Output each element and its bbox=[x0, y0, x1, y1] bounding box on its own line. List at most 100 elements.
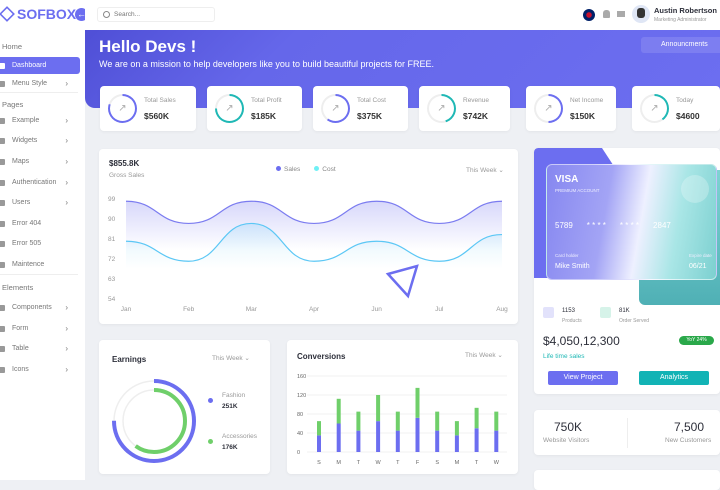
announcements-button[interactable]: Announcments bbox=[641, 37, 720, 53]
fashion-value: 251K bbox=[222, 403, 238, 410]
x-tick-label: Jun bbox=[371, 306, 382, 313]
x-tick-label: Mar bbox=[246, 306, 258, 313]
view-project-button[interactable]: View Project bbox=[548, 371, 618, 385]
y-tick-label: 81 bbox=[108, 236, 116, 243]
legend-sales[interactable]: Sales bbox=[276, 166, 300, 173]
chevron-right-icon: › bbox=[65, 324, 68, 333]
stat-label: Today bbox=[676, 97, 694, 104]
sidebar-item-components[interactable]: Components › bbox=[0, 299, 80, 316]
bar-segment[interactable] bbox=[356, 430, 361, 452]
visa-card[interactable]: VISA PREMIUM ACCOUNT 5789 * * * * * * * * 2… bbox=[546, 164, 717, 280]
bar-segment[interactable] bbox=[415, 417, 420, 452]
bar-segment[interactable] bbox=[336, 423, 341, 453]
search-box[interactable] bbox=[97, 7, 215, 22]
y-tick-label: 0 bbox=[297, 450, 300, 456]
progress-ring: ↗ bbox=[427, 94, 456, 123]
chevron-right-icon: › bbox=[65, 136, 68, 145]
sidebar-item-error-505[interactable]: Error 505 bbox=[0, 235, 80, 252]
stat-card-today[interactable]: ↗ Today $4600 bbox=[632, 86, 720, 131]
stat-card-total-cost[interactable]: ↗ Total Cost $375K bbox=[313, 86, 408, 131]
sidebar-item-example[interactable]: Example › bbox=[0, 112, 80, 129]
legend-cost[interactable]: Cost bbox=[314, 166, 336, 173]
bar-segment[interactable] bbox=[494, 430, 499, 452]
period-dropdown[interactable]: This Week ⌄ bbox=[466, 167, 504, 174]
x-tick-label: W bbox=[375, 460, 381, 466]
stat-card-net-income[interactable]: ↗ Net Income $150K bbox=[526, 86, 616, 131]
bar-segment[interactable] bbox=[474, 407, 479, 429]
line-cost bbox=[125, 222, 503, 262]
x-tick-label: M bbox=[336, 460, 341, 466]
y-tick-label: 54 bbox=[108, 296, 116, 303]
bar-segment[interactable] bbox=[317, 435, 321, 452]
progress-ring: ↗ bbox=[215, 94, 244, 123]
bar-segment[interactable] bbox=[435, 430, 440, 452]
sidebar-item-form[interactable]: Form › bbox=[0, 320, 80, 337]
stat-card-total-sales[interactable]: ↗ Total Sales $560K bbox=[100, 86, 196, 131]
bar-segment[interactable] bbox=[474, 428, 479, 452]
progress-ring: ↗ bbox=[534, 94, 563, 123]
lifetime-total: $4,050,12,300 bbox=[543, 334, 620, 348]
avatar[interactable] bbox=[632, 5, 650, 23]
stat-value: $742K bbox=[463, 111, 489, 121]
collapse-sidebar-button[interactable]: ← bbox=[75, 8, 88, 21]
visitors-label: Website Visitors bbox=[543, 437, 590, 444]
bar-segment[interactable] bbox=[356, 411, 361, 431]
conversions-chart: 160 120 80 40 0 S M T W T F S M T W bbox=[297, 374, 507, 466]
bar-segment[interactable] bbox=[317, 421, 321, 436]
sidebar-item-menu-style[interactable]: Menu Style › bbox=[0, 75, 80, 92]
stat-label: Total Sales bbox=[144, 97, 176, 104]
bar-segment[interactable] bbox=[454, 435, 459, 452]
y-tick-label: 80 bbox=[297, 412, 303, 418]
earnings-card: Earnings This Week ⌄ Fashion 251K Access… bbox=[99, 340, 270, 474]
bar-segment[interactable] bbox=[336, 398, 341, 424]
stat-value: $375K bbox=[357, 111, 383, 121]
stat-label: Net Income bbox=[570, 97, 604, 104]
bar-segment[interactable] bbox=[435, 411, 440, 431]
stat-card-revenue[interactable]: ↗ Revenue $742K bbox=[419, 86, 510, 131]
chevron-right-icon: › bbox=[65, 116, 68, 125]
sidebar-item-maps[interactable]: Maps › bbox=[0, 153, 80, 170]
logo[interactable]: SOFBOX bbox=[0, 6, 76, 22]
cart-icon bbox=[600, 307, 611, 318]
banner-title: Hello Devs ! bbox=[99, 37, 197, 56]
sidebar-item-dashboard[interactable]: Dashboard bbox=[0, 57, 80, 74]
y-tick-label: 99 bbox=[108, 196, 116, 203]
visa-brand: VISA bbox=[555, 174, 579, 185]
menu-item-icon bbox=[0, 261, 5, 268]
bar-segment[interactable] bbox=[376, 421, 381, 452]
sidebar: SOFBOX Home Dashboard Menu Style › Example ›… bbox=[0, 0, 85, 480]
analytics-button[interactable]: Analytics bbox=[639, 371, 709, 385]
sidebar-item-icons[interactable]: Icons › bbox=[0, 361, 80, 378]
bag-icon bbox=[543, 307, 554, 318]
bar-segment[interactable] bbox=[395, 411, 400, 431]
bell-icon[interactable] bbox=[603, 10, 610, 18]
conversions-period-dropdown[interactable]: This Week ⌄ bbox=[465, 352, 503, 359]
sidebar-item-maintence[interactable]: Maintence bbox=[0, 256, 80, 273]
bar-segment[interactable] bbox=[454, 421, 459, 436]
bar-segment[interactable] bbox=[395, 430, 400, 452]
menu-item-icon bbox=[0, 220, 5, 227]
visitors-value: 750K bbox=[554, 420, 583, 434]
menu-item-icon bbox=[0, 158, 5, 165]
uk-flag-icon[interactable] bbox=[583, 9, 595, 21]
chevron-right-icon: › bbox=[65, 178, 68, 187]
bar-segment[interactable] bbox=[376, 395, 381, 422]
user-name[interactable]: Austin Robertson bbox=[654, 6, 717, 15]
menu-item-icon bbox=[0, 137, 5, 144]
earnings-period-dropdown[interactable]: This Week ⌄ bbox=[212, 355, 250, 362]
sidebar-item-authentication[interactable]: Authentication › bbox=[0, 174, 80, 191]
sidebar-item-users[interactable]: Users › bbox=[0, 194, 80, 211]
conversions-card: Conversions This Week ⌄ 160 120 80 40 0 S M T W T… bbox=[287, 340, 518, 474]
stat-card-total-profit[interactable]: ↗ Total Profit $185K bbox=[207, 86, 302, 131]
y-tick-label: 90 bbox=[108, 216, 116, 223]
customers-value: 7,500 bbox=[674, 420, 705, 434]
bar-segment[interactable] bbox=[415, 387, 420, 418]
mail-icon[interactable] bbox=[617, 11, 625, 17]
lifetime-label: Life time sales bbox=[543, 353, 585, 360]
sidebar-item-error-404[interactable]: Error 404 bbox=[0, 215, 80, 232]
search-input[interactable] bbox=[114, 11, 204, 18]
holder-name: Mike Smith bbox=[555, 263, 590, 270]
sidebar-item-widgets[interactable]: Widgets › bbox=[0, 132, 80, 149]
bar-segment[interactable] bbox=[494, 411, 499, 431]
sidebar-item-table[interactable]: Table › bbox=[0, 340, 80, 357]
